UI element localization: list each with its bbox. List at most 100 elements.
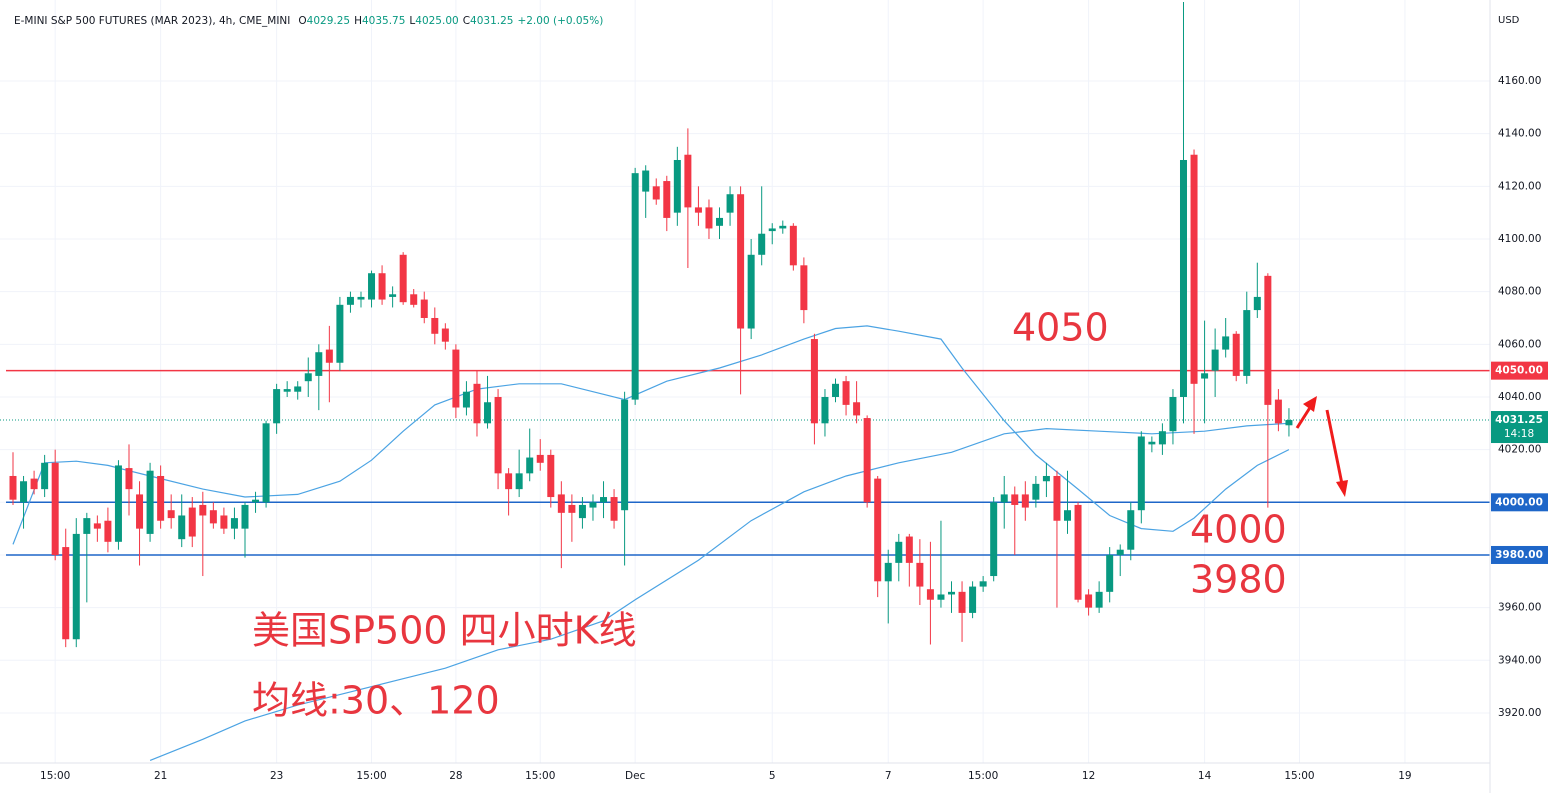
candle-body bbox=[758, 233, 766, 255]
candle-body bbox=[1253, 296, 1261, 311]
candle-body bbox=[368, 273, 376, 300]
annotation: 美国SP500 四小时K线 bbox=[252, 609, 637, 653]
candle-body bbox=[863, 418, 871, 503]
legend-key: L bbox=[409, 15, 415, 27]
legend-change: +2.00 (+0.05%) bbox=[517, 15, 603, 27]
legend-value: 4025.00 bbox=[415, 15, 458, 27]
candle-body bbox=[494, 396, 502, 474]
price-tag bbox=[1491, 361, 1548, 380]
x-tick-label: 15:00 bbox=[1284, 770, 1314, 782]
candle-body bbox=[41, 462, 49, 490]
x-tick-label: 15:00 bbox=[968, 770, 998, 782]
legend-value: 4031.25 bbox=[470, 15, 513, 27]
candle-body bbox=[1032, 483, 1040, 500]
candle-body bbox=[357, 296, 365, 300]
price-tag bbox=[1491, 411, 1548, 444]
arrows bbox=[1295, 396, 1348, 497]
candle-body bbox=[262, 423, 270, 503]
candle-body bbox=[157, 475, 165, 521]
candle-body bbox=[20, 481, 28, 503]
candle-body bbox=[694, 207, 702, 213]
y-tick-label: 4020.00 bbox=[1498, 444, 1541, 456]
candle-body bbox=[389, 294, 397, 297]
x-tick-label: 19 bbox=[1398, 770, 1411, 782]
candle-body bbox=[1264, 275, 1272, 405]
moving-average bbox=[12, 325, 1290, 545]
x-tick-label: Dec bbox=[625, 770, 646, 782]
annotation: 3980 bbox=[1190, 558, 1287, 602]
y-tick-label: 4080.00 bbox=[1498, 286, 1541, 298]
candle-body bbox=[452, 349, 460, 408]
candle-body bbox=[926, 589, 934, 600]
candle-body bbox=[325, 349, 333, 363]
candle-body bbox=[884, 562, 892, 582]
candle-body bbox=[399, 254, 407, 303]
y-tick-label: 3920.00 bbox=[1498, 707, 1541, 719]
levels bbox=[0, 369, 1490, 556]
candle-body bbox=[979, 581, 987, 587]
candle-body bbox=[1042, 475, 1050, 482]
price-tag-label: 4000.00 bbox=[1495, 496, 1543, 508]
x-tick-label: 21 bbox=[154, 770, 167, 782]
candle-body bbox=[315, 352, 323, 376]
candle-body bbox=[515, 473, 523, 490]
candle-body bbox=[136, 494, 144, 529]
candle-body bbox=[684, 154, 692, 208]
candle-body bbox=[568, 504, 576, 513]
candle-body bbox=[1127, 510, 1135, 550]
annotation: 均线:30、120 bbox=[252, 679, 500, 723]
legend-value: 4035.75 bbox=[362, 15, 405, 27]
candle-body bbox=[167, 510, 175, 519]
candle-body bbox=[1179, 159, 1187, 397]
candle-body bbox=[420, 299, 428, 318]
candle-body bbox=[895, 541, 903, 563]
candle-body bbox=[673, 159, 681, 213]
candle-body bbox=[304, 373, 312, 382]
candle-body bbox=[209, 510, 217, 524]
candle-body bbox=[905, 536, 913, 563]
candle-body bbox=[705, 207, 713, 229]
candle-body bbox=[652, 186, 660, 200]
arrow-head bbox=[1303, 396, 1317, 412]
candle-body bbox=[789, 225, 797, 266]
candle-body bbox=[631, 173, 639, 400]
y-tick-label: 4060.00 bbox=[1498, 338, 1541, 350]
candle-body bbox=[273, 389, 281, 424]
candle-body bbox=[800, 265, 808, 311]
candle-body bbox=[610, 497, 618, 521]
candle-body bbox=[600, 497, 608, 503]
candle-body bbox=[104, 520, 112, 542]
candle-body bbox=[1095, 591, 1103, 608]
grid bbox=[0, 0, 1490, 763]
candle-body bbox=[505, 473, 513, 490]
candle-body bbox=[663, 181, 671, 218]
x-tick-label: 14 bbox=[1198, 770, 1212, 782]
candle-body bbox=[462, 391, 470, 408]
candle-body bbox=[252, 499, 260, 503]
candle-body bbox=[990, 502, 998, 577]
candle-body bbox=[557, 494, 565, 513]
x-tick-label: 12 bbox=[1082, 770, 1095, 782]
candle-body bbox=[621, 399, 629, 511]
candle-body bbox=[1222, 336, 1230, 350]
arrow bbox=[1295, 405, 1313, 429]
candle-body bbox=[62, 547, 70, 640]
candle-body bbox=[526, 457, 534, 474]
candle-body bbox=[83, 518, 91, 534]
candle-body bbox=[72, 533, 80, 640]
axes: 3920.00 3940.00 3960.00 3980.00 4000.00 4020.… bbox=[40, 75, 1548, 782]
y-tick-label: 3960.00 bbox=[1498, 602, 1541, 614]
candle-body bbox=[1211, 349, 1219, 371]
candle-body bbox=[283, 389, 291, 392]
candle-body bbox=[346, 296, 354, 305]
candle-body bbox=[30, 478, 38, 490]
candle-body bbox=[810, 339, 818, 424]
candle-body bbox=[93, 523, 101, 529]
candle-body bbox=[589, 502, 597, 508]
candle-body bbox=[842, 381, 850, 405]
candle-body bbox=[431, 317, 439, 334]
legend-key: O bbox=[298, 15, 306, 27]
candle-body bbox=[125, 468, 133, 490]
